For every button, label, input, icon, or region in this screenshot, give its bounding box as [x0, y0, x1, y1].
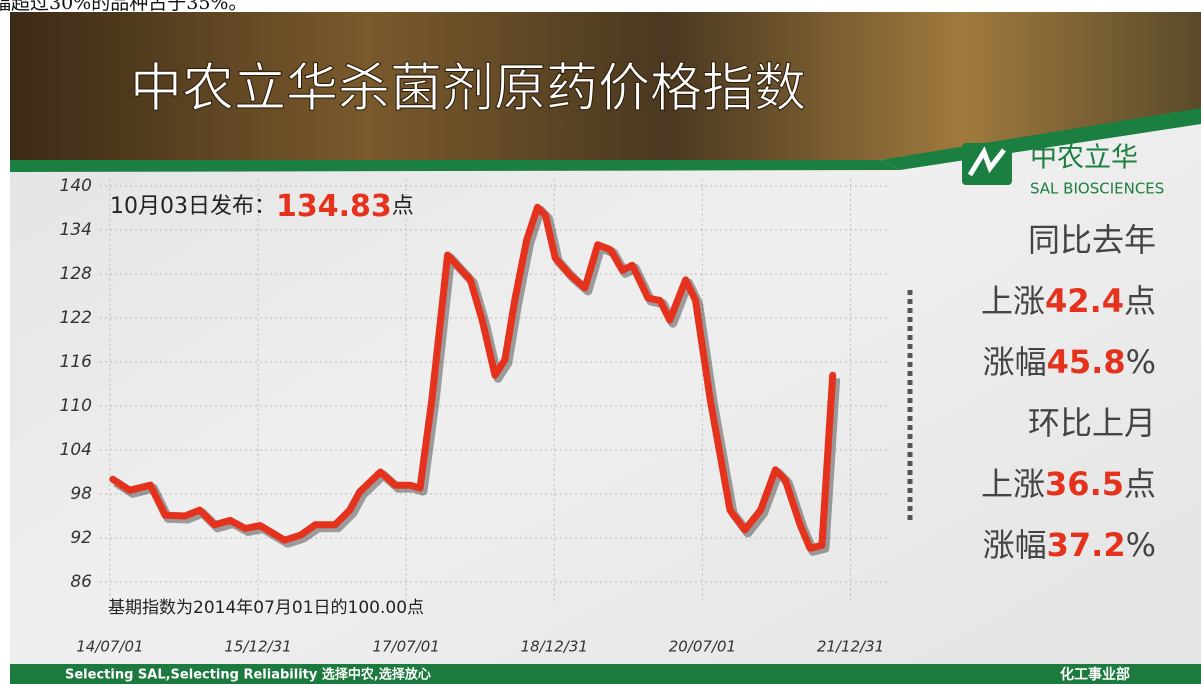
x-tick-label: 18/12/31 — [521, 638, 588, 656]
side-heading: 环比上月 — [1028, 404, 1156, 442]
y-tick-label: 122 — [60, 308, 92, 328]
side-unit: % — [1126, 526, 1156, 564]
side-line: 同比去年 — [1028, 221, 1156, 259]
x-tick-label: 21/12/31 — [817, 638, 884, 656]
y-tick-label: 128 — [60, 264, 93, 284]
y-tick-label: 140 — [60, 176, 92, 196]
logo-name: 中农立华 — [1030, 143, 1138, 174]
y-tick-label: 92 — [70, 528, 92, 548]
side-line: 涨幅45.8% — [983, 343, 1156, 381]
x-tick-label: 20/07/01 — [669, 638, 736, 656]
footer-slogan: Selecting SAL,Selecting Reliability 选择中农… — [65, 667, 431, 683]
plot: 86 92 98 104 110 116 122 128 134 140 14/07/01 15/12… — [60, 176, 890, 656]
y-tick-label: 86 — [70, 572, 92, 592]
line — [109, 203, 837, 552]
side-line: 环比上月 — [1028, 404, 1156, 442]
release-value: 134.83 — [276, 189, 392, 224]
title: 中农立华杀菌剂原药价格指数 — [130, 59, 806, 119]
footer-bar — [10, 664, 1201, 684]
side-line: 上涨42.4点 — [981, 282, 1156, 320]
side-value: 42.4 — [1045, 282, 1124, 320]
release-unit: 点 — [392, 194, 414, 219]
base-note: 基期指数为2014年07月01日的100.00点 — [108, 598, 424, 618]
side-prefix: 上涨 — [981, 282, 1045, 320]
side-line: 上涨36.5点 — [981, 465, 1156, 503]
x-tick-label: 14/07/01 — [76, 638, 143, 656]
release-label: 10月03日发布： — [110, 194, 276, 219]
y-tick-label: 134 — [60, 220, 92, 240]
release-note: 10月03日发布：134.83点 — [110, 189, 414, 224]
side-value: 36.5 — [1045, 465, 1124, 503]
side-unit: 点 — [1124, 282, 1156, 320]
side-line: 涨幅37.2% — [983, 526, 1156, 564]
side-heading: 同比去年 — [1028, 221, 1156, 259]
side-prefix: 涨幅 — [983, 526, 1047, 564]
green-stripe — [880, 108, 1201, 170]
side-prefix: 涨幅 — [983, 343, 1047, 381]
x-tick-label: 17/07/01 — [372, 638, 439, 656]
x-tick-label: 15/12/31 — [224, 638, 291, 656]
top-caption: 幅超过30%的品种占于35%。 — [0, 0, 247, 14]
y-tick-label: 98 — [70, 484, 92, 504]
y-tick-label: 116 — [60, 352, 93, 372]
green-line — [10, 160, 900, 172]
side-prefix: 上涨 — [981, 465, 1045, 503]
y-tick-label: 104 — [60, 440, 92, 460]
side-value: 37.2 — [1047, 526, 1126, 564]
y-tick-label: 110 — [60, 396, 92, 416]
side-unit: % — [1126, 343, 1156, 381]
side-value: 45.8 — [1047, 343, 1126, 381]
logo-icon-mark — [967, 146, 1006, 177]
logo-sub: SAL BIOSCIENCES — [1030, 180, 1164, 198]
footer-dept: 化工事业部 — [1060, 666, 1130, 683]
logo: 中农立华 SAL BIOSCIENCES — [962, 143, 1164, 198]
banner — [10, 12, 1201, 165]
side-unit: 点 — [1124, 465, 1156, 503]
